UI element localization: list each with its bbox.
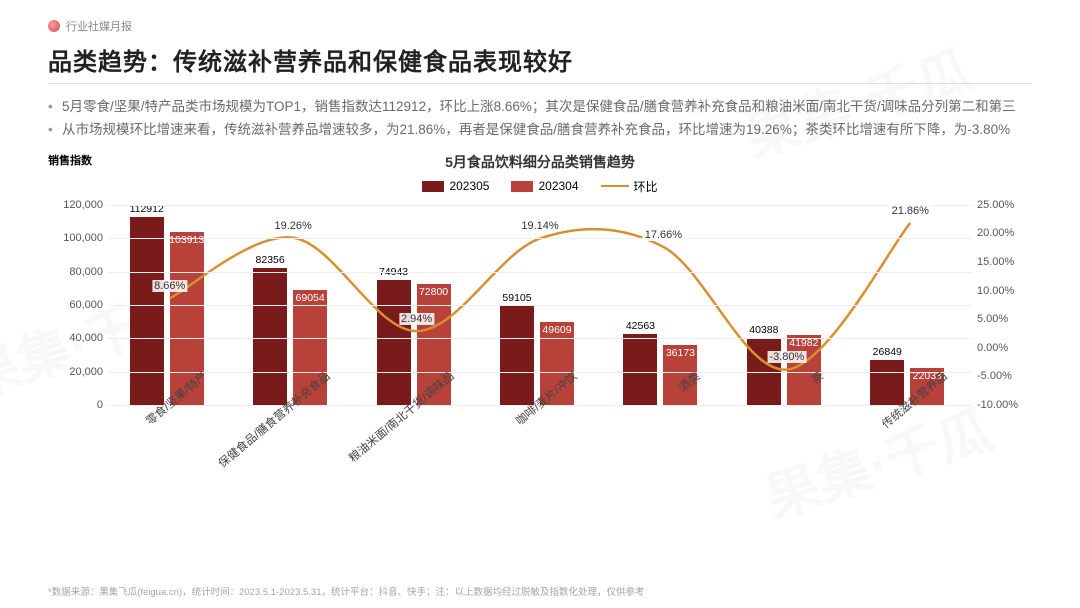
x-axis-label: 粮油米面/南北干货/调味品 — [345, 368, 457, 466]
legend-label-line: 环比 — [634, 178, 658, 195]
x-axis-label: 酒类 — [676, 368, 704, 395]
pct-label: 19.26% — [272, 220, 313, 232]
y-right-tick: 25.00% — [977, 199, 1032, 211]
legend-line: 环比 — [601, 178, 658, 195]
header-tag-text: 行业社媒月报 — [66, 18, 132, 34]
y-right-tick: 20.00% — [977, 227, 1032, 239]
y-right-tick: 0.00% — [977, 342, 1032, 354]
x-axis-label: 茶 — [808, 368, 827, 388]
bullet-item: 5月零食/坚果/特产品类市场规模为TOP1，销售指数达112912，环比上涨8.… — [48, 96, 1032, 119]
legend-series-b: 202304 — [511, 179, 578, 193]
y-left-tick: 40,000 — [48, 332, 103, 344]
pct-label: 21.86% — [890, 205, 931, 217]
pct-label: 2.94% — [399, 313, 434, 325]
trend-line — [170, 223, 911, 370]
footnote: *数据来源：果集飞瓜(feigua.cn)，统计时间：2023.5.1-2023… — [48, 584, 645, 598]
y-right-tick: 10.00% — [977, 285, 1032, 297]
bullet-item: 从市场规模环比增速来看，传统滋补营养品增速较多，为21.86%，再者是保健食品/… — [48, 119, 1032, 142]
brand-dot-icon — [48, 20, 60, 32]
grid-line — [108, 338, 972, 339]
grid-line — [108, 238, 972, 239]
legend-line-swatch — [601, 185, 629, 187]
legend-label-a: 202305 — [449, 179, 489, 193]
x-axis-label: 保健食品/膳食营养补充食品 — [215, 368, 333, 471]
pct-label: 19.14% — [519, 220, 560, 232]
legend-series-a: 202305 — [422, 179, 489, 193]
y-right-tick: 15.00% — [977, 256, 1032, 268]
y-left-tick: 100,000 — [48, 232, 103, 244]
slide-root: 果集·千瓜 果集·千瓜 果集·千瓜 行业社媒月报 品类趋势：传统滋补营养品和保健… — [0, 0, 1080, 608]
x-axis-labels: 零食/坚果/特产保健食品/膳食营养补充食品粮油米面/南北干货/调味品咖啡/麦片/… — [108, 360, 972, 480]
y-right-tick: -5.00% — [977, 370, 1032, 382]
y-left-tick: 80,000 — [48, 266, 103, 278]
pct-label: 8.66% — [152, 280, 187, 292]
x-axis-label: 零食/坚果/特产 — [142, 368, 210, 429]
header-tag: 行业社媒月报 — [48, 18, 1032, 34]
grid-line — [108, 305, 972, 306]
chart: 5月食品饮料细分品类销售趋势 202305 202304 环比 销售指数 112… — [48, 152, 1032, 522]
pct-label: 17.66% — [643, 229, 684, 241]
grid-line — [108, 272, 972, 273]
y-right-tick: 5.00% — [977, 313, 1032, 325]
x-axis-label: 传统滋补营养品 — [879, 368, 951, 432]
y-left-tick: 0 — [48, 399, 103, 411]
y-left-tick: 20,000 — [48, 366, 103, 378]
y-left-tick: 60,000 — [48, 299, 103, 311]
y-right-tick: -10.00% — [977, 399, 1032, 411]
legend-label-b: 202304 — [538, 179, 578, 193]
x-axis-label: 咖啡/麦片/冲饮 — [512, 368, 580, 429]
grid-line — [108, 205, 972, 206]
bullet-list: 5月零食/坚果/特产品类市场规模为TOP1，销售指数达112912，环比上涨8.… — [48, 96, 1032, 142]
title-divider — [48, 83, 1032, 84]
y-left-axis-label: 销售指数 — [48, 152, 92, 168]
page-title: 品类趋势：传统滋补营养品和保健食品表现较好 — [48, 42, 1032, 77]
legend-swatch-a — [422, 181, 444, 192]
chart-legend: 202305 202304 环比 — [48, 178, 1032, 195]
chart-title: 5月食品饮料细分品类销售趋势 — [48, 152, 1032, 172]
legend-swatch-b — [511, 181, 533, 192]
y-left-tick: 120,000 — [48, 199, 103, 211]
